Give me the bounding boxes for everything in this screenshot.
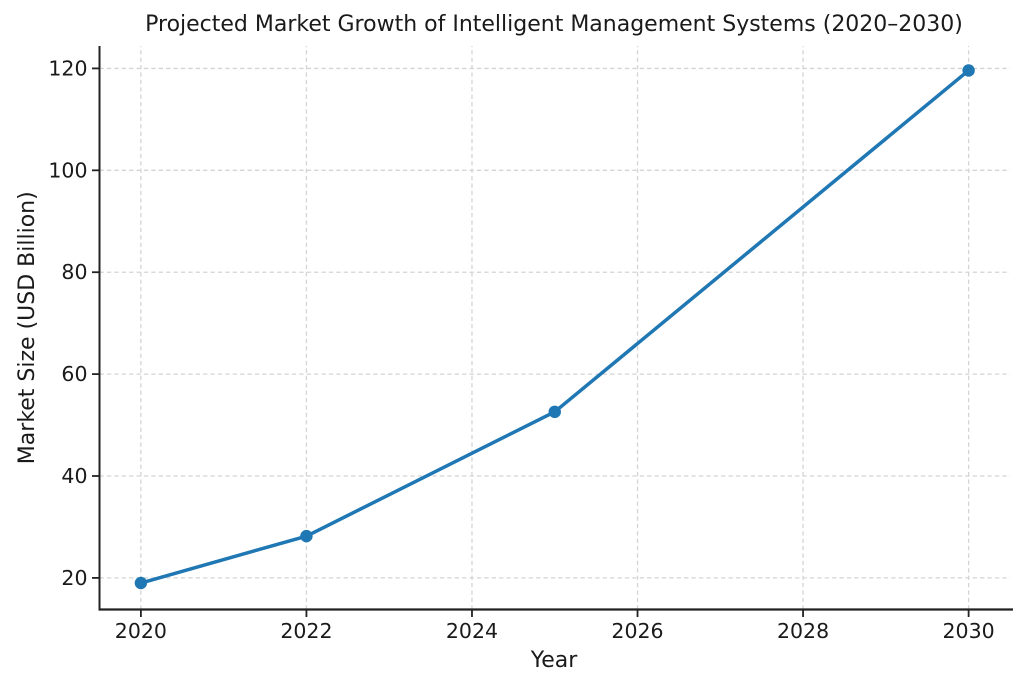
- x-tick-label: 2024: [446, 619, 498, 643]
- x-tick-label: 2028: [777, 619, 829, 643]
- y-tick-label: 40: [61, 464, 87, 488]
- x-tick-label: 2020: [115, 619, 167, 643]
- x-axis-label: Year: [530, 648, 579, 673]
- chart-title: Projected Market Growth of Intelligent M…: [145, 12, 963, 37]
- data-point-marker: [548, 405, 561, 419]
- data-point-marker: [962, 64, 975, 77]
- x-tick-label: 2026: [611, 619, 663, 643]
- x-tick-label: 2030: [943, 619, 995, 643]
- y-tick-label: 100: [48, 158, 87, 182]
- y-axis-label: Market Size (USD Billion): [15, 191, 40, 464]
- y-tick-label: 20: [61, 566, 87, 590]
- axes-layer: 2020 2022 2024 2026 2028 2030 20 40 60 80 100 120: [48, 46, 1013, 643]
- data-point-marker: [300, 529, 313, 543]
- x-tick-label: 2022: [280, 619, 332, 643]
- y-tick-label: 60: [61, 362, 87, 386]
- series-layer: [134, 64, 975, 590]
- data-point-marker: [134, 576, 148, 590]
- grid-layer: [99, 46, 1010, 610]
- trend-line: [139, 68, 971, 585]
- y-tick-label: 120: [48, 56, 87, 80]
- y-tick-label: 80: [61, 260, 87, 284]
